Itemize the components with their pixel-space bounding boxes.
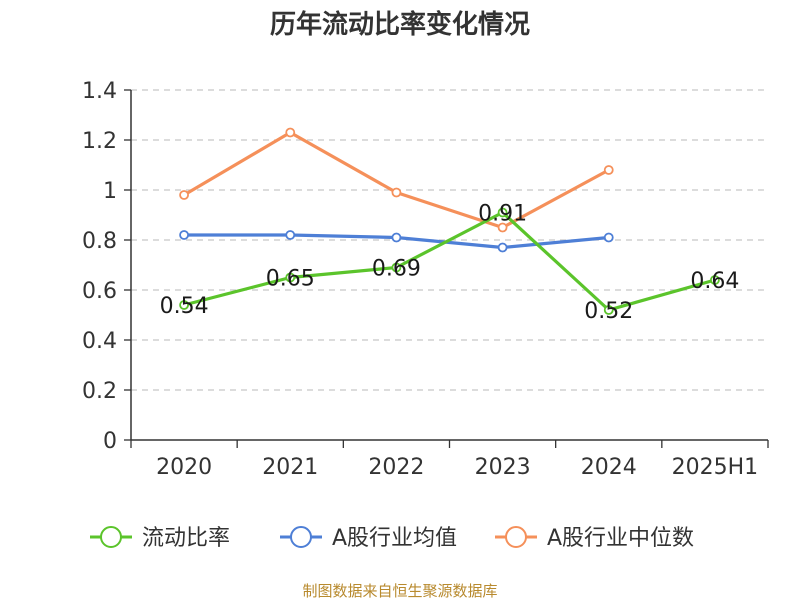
data-label: 0.64 [690, 269, 739, 294]
legend-item-2[interactable]: A股行业中位数 [495, 526, 694, 551]
y-tick-label: 1.2 [82, 129, 117, 154]
y-tick-label: 0.8 [82, 229, 117, 254]
x-axis-ticks: 2020 2021 2022 2023 2024 2025H1 [156, 455, 758, 480]
legend-item-1[interactable]: A股行业均值 [280, 526, 457, 551]
x-tick-label: 2021 [262, 455, 318, 480]
series-line-2 [183, 130, 610, 230]
legend-label: A股行业中位数 [547, 526, 694, 551]
x-tick-label: 2020 [156, 455, 212, 480]
chart-title: 历年流动比率变化情况 [270, 9, 530, 40]
legend-label: 流动比率 [142, 526, 230, 551]
data-point[interactable] [285, 127, 296, 138]
x-tick-label: 2025H1 [672, 455, 759, 480]
x-tick-label: 2024 [581, 455, 637, 480]
legend-item-0[interactable]: 流动比率 [90, 526, 230, 551]
x-tick-label: 2023 [475, 455, 531, 480]
data-point[interactable] [179, 230, 189, 240]
data-label: 0.91 [478, 202, 527, 227]
data-label: 0.52 [584, 299, 633, 324]
legend-marker [505, 526, 527, 548]
data-point[interactable] [603, 165, 614, 175]
data-point[interactable] [497, 222, 508, 233]
gridlines [131, 89, 768, 391]
data-point[interactable] [391, 187, 402, 198]
data-source-note: 制图数据来自恒生聚源数据库 [302, 582, 497, 600]
data-point[interactable] [285, 230, 296, 240]
legend-label: A股行业均值 [332, 526, 457, 551]
data-point[interactable] [603, 232, 614, 243]
data-point[interactable] [285, 272, 296, 283]
legend[interactable]: 流动比率 A股行业均值 A股行业中位数 [90, 526, 694, 551]
data-label: 0.69 [372, 257, 421, 282]
y-tick-label: 0.4 [82, 329, 117, 354]
data-point[interactable] [179, 300, 189, 310]
y-tick-label: 1 [103, 179, 117, 204]
data-label: 0.54 [160, 294, 209, 319]
legend-marker [100, 526, 122, 548]
data-point[interactable] [391, 262, 402, 273]
y-tick-label: 0 [103, 429, 117, 454]
data-point[interactable] [710, 275, 720, 285]
y-axis-ticks: 0 0.2 0.4 0.6 0.8 1 1.2 1.4 [82, 79, 117, 454]
data-label: 0.65 [266, 267, 315, 292]
y-tick-label: 0.6 [82, 279, 117, 304]
x-tick-label: 2022 [368, 455, 424, 480]
series-layer: 0.54 0.65 0.69 0.91 0.52 0.64 [160, 127, 739, 324]
data-point[interactable] [497, 207, 508, 218]
legend-marker [290, 526, 312, 548]
data-point[interactable] [497, 242, 508, 253]
axes [124, 89, 769, 448]
data-point[interactable] [603, 305, 614, 315]
series-line-0 [183, 210, 716, 312]
data-point[interactable] [391, 232, 402, 243]
data-point[interactable] [179, 190, 189, 200]
y-tick-label: 1.4 [82, 79, 117, 104]
y-tick-label: 0.2 [82, 379, 117, 404]
